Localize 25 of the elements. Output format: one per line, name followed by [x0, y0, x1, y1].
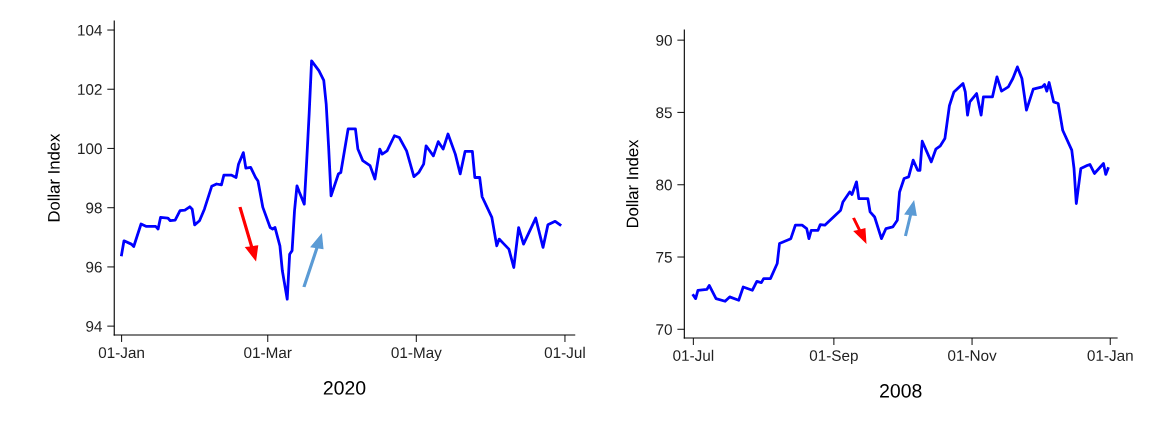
y-tick-label: 70 [656, 324, 672, 335]
x-tick-label: 01-May [391, 347, 442, 362]
x-axis-title: 2020 [323, 381, 366, 395]
x-tick-label: 01-Jul [544, 346, 585, 359]
y-tick-label: 90 [656, 35, 672, 46]
x-tick-label: 01-Sep [809, 350, 858, 365]
x-tick-label: 01-Jan [98, 347, 144, 359]
y-tick-label: 102 [78, 84, 102, 95]
y-tick-label: 100 [78, 143, 102, 155]
y-tick-label: 96 [86, 261, 102, 273]
y-tick-label: 80 [656, 179, 672, 191]
y-axis-title: Dollar Index [626, 139, 639, 228]
x-axis-title: 2008 [880, 383, 922, 398]
line-series [691, 65, 1110, 303]
line-series [120, 59, 562, 301]
y-axis-title: Dollar Index [47, 133, 60, 222]
y-tick-label: 98 [86, 202, 102, 214]
y-tick-label: 85 [656, 107, 672, 119]
x-tick-label: 01-Mar [244, 347, 292, 359]
x-tick-label: 01-Jul [673, 349, 714, 361]
y-tick-label: 75 [656, 252, 672, 263]
y-tick-label: 94 [86, 321, 102, 332]
x-tick-label: 01-Nov [948, 350, 997, 361]
x-tick-label: 01-Jan [1087, 350, 1133, 361]
y-tick-label: 104 [78, 24, 102, 36]
